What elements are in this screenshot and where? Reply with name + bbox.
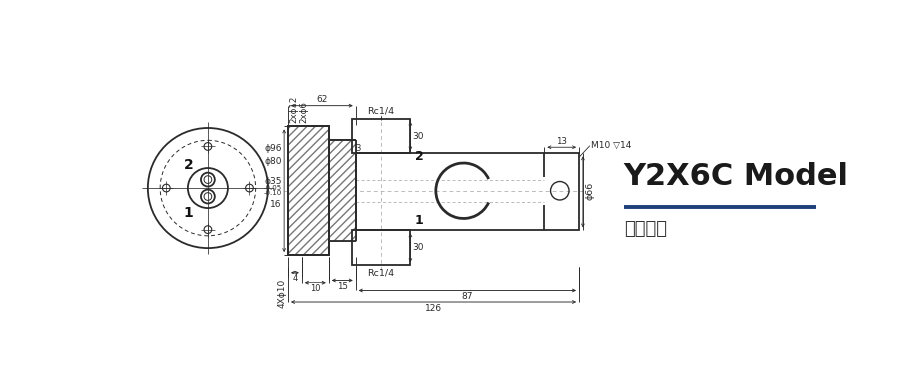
Text: 2xϕ6: 2xϕ6 (299, 101, 308, 123)
Text: 法兰连接: 法兰连接 (623, 220, 666, 238)
Text: 1: 1 (184, 206, 194, 220)
Text: 30: 30 (412, 243, 423, 252)
Bar (288, 127, 329, 255)
Text: ϕ96: ϕ96 (264, 144, 282, 153)
Bar (352, 230, 409, 265)
Text: Rc1/4: Rc1/4 (367, 107, 395, 116)
Text: 62: 62 (316, 95, 328, 104)
Text: ϕ80: ϕ80 (264, 157, 282, 166)
Text: Rc1/4: Rc1/4 (367, 268, 395, 277)
Bar (288, 127, 329, 255)
Text: 126: 126 (425, 304, 442, 313)
Text: 16: 16 (270, 200, 282, 209)
Text: 30: 30 (412, 131, 423, 141)
Text: 4Xϕ10: 4Xϕ10 (277, 279, 286, 308)
Text: 1: 1 (415, 214, 423, 227)
Text: 13: 13 (556, 137, 567, 146)
Text: ϕ35: ϕ35 (264, 177, 282, 186)
Text: 2: 2 (415, 150, 423, 163)
Bar (329, 140, 356, 241)
Text: 87: 87 (462, 292, 473, 301)
Text: ϕ66: ϕ66 (585, 182, 594, 200)
Text: 2: 2 (184, 158, 194, 172)
Text: -0.05: -0.05 (263, 185, 282, 191)
Bar (288, 127, 329, 255)
Text: 15: 15 (337, 282, 348, 291)
Text: 4: 4 (292, 274, 297, 283)
Text: Y2X6C Model: Y2X6C Model (623, 162, 849, 191)
Text: 2xϕ12: 2xϕ12 (290, 95, 298, 123)
Text: 3: 3 (355, 144, 361, 153)
Bar (356, 154, 579, 230)
Text: M10 ▽14: M10 ▽14 (590, 141, 631, 150)
Text: 10: 10 (310, 283, 320, 293)
Text: -0.10: -0.10 (263, 190, 282, 196)
Bar (352, 119, 409, 154)
